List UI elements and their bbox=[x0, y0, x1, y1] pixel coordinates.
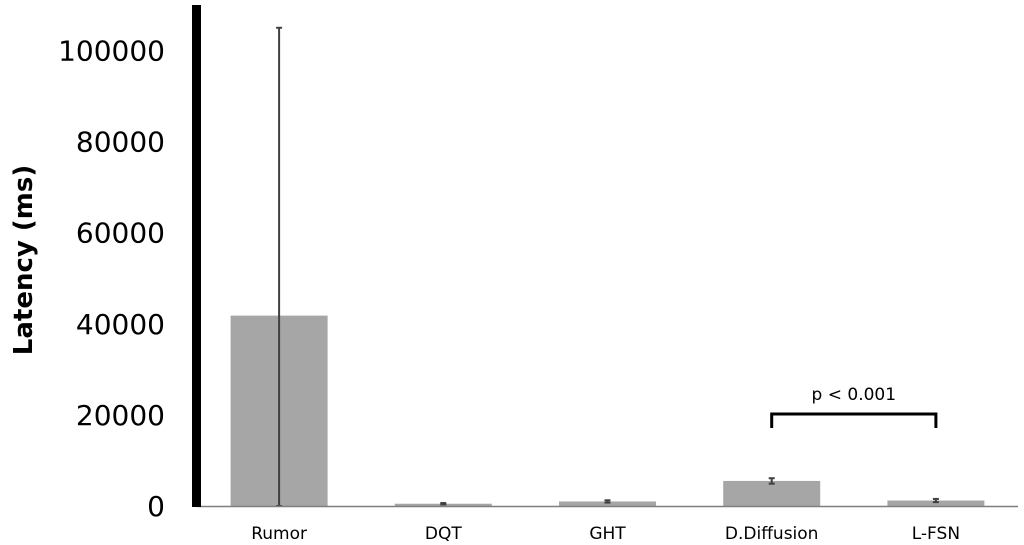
error-bar bbox=[604, 499, 611, 504]
y-tick-label: 80000 bbox=[76, 126, 165, 159]
significance-bracket: p < 0.001 bbox=[770, 385, 938, 428]
annotation-label: p < 0.001 bbox=[812, 385, 897, 405]
error-bar bbox=[768, 477, 775, 485]
category-labels: Rumor DQT GHT D.Diffusion L-FSN bbox=[251, 524, 960, 544]
y-axis-title: Latency (ms) bbox=[9, 165, 39, 355]
bar-d-diffusion bbox=[723, 480, 821, 506]
bars bbox=[230, 315, 985, 506]
error-bar bbox=[932, 497, 939, 504]
y-tick-label: 60000 bbox=[76, 217, 165, 250]
annotations: p < 0.001 bbox=[770, 385, 938, 428]
x-tick-label: DQT bbox=[425, 524, 462, 544]
bracket-line bbox=[770, 412, 938, 428]
bar-l-fsn bbox=[887, 500, 985, 506]
x-tick-label: L-FSN bbox=[912, 524, 960, 544]
y-axis-ticks: 0 20000 40000 60000 80000 100000 bbox=[58, 35, 165, 523]
error-bars bbox=[276, 26, 939, 507]
y-tick-label: 40000 bbox=[76, 308, 165, 341]
bar-ght bbox=[559, 501, 656, 506]
x-tick-label: Rumor bbox=[251, 524, 307, 544]
y-tick-label: 100000 bbox=[58, 35, 165, 68]
y-tick-label: 0 bbox=[147, 490, 165, 523]
y-tick-label: 20000 bbox=[76, 399, 165, 432]
y-axis-line bbox=[192, 5, 201, 507]
error-bar bbox=[440, 502, 447, 506]
x-tick-label: D.Diffusion bbox=[725, 524, 819, 544]
x-tick-label: GHT bbox=[589, 524, 626, 544]
